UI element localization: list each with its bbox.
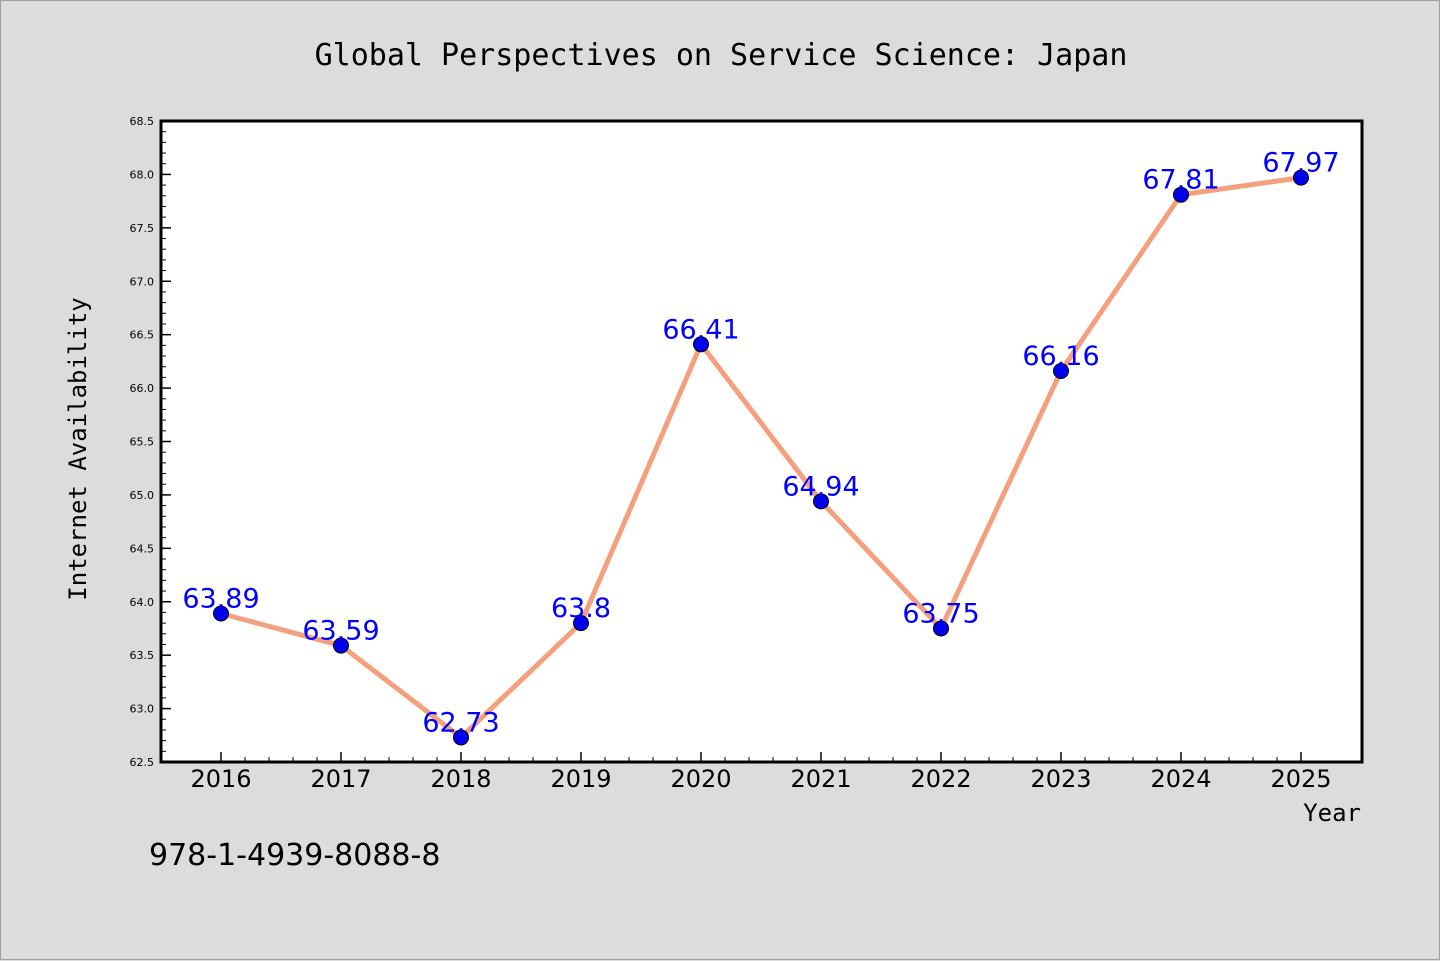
data-point-marker [573, 615, 589, 632]
x-tick-label: 2019 [550, 765, 611, 793]
chart-title: Global Perspectives on Service Science: … [315, 38, 1128, 73]
series-line [218, 175, 1304, 740]
y-axis-title: Internet Availability [64, 297, 92, 600]
x-tick-label: 2020 [670, 765, 731, 793]
data-label: 63.75 [902, 598, 979, 629]
y-tick-label: 65.5 [130, 436, 155, 449]
y-tick-label: 66.5 [130, 329, 155, 342]
y-tick-label: 63.5 [130, 649, 155, 662]
x-tick-label: 2024 [1150, 765, 1211, 793]
data-point-marker [1053, 362, 1069, 379]
data-label: 63.59 [302, 616, 379, 647]
series-line-layer [218, 175, 1304, 740]
data-label: 67.81 [1142, 165, 1219, 196]
data-label-layer: 63.89 63.59 62.73 63.8 66.41 64.94 63.75 66.16 6… [182, 148, 1339, 739]
data-point-marker [213, 605, 229, 622]
x-axis-title: Year [1303, 799, 1361, 827]
x-tick-label: 2017 [310, 765, 371, 793]
plot-frame [159, 119, 1364, 764]
y-tick-label: 67.5 [130, 222, 155, 235]
y-tick-label: 64.5 [130, 542, 155, 555]
data-point-marker [693, 336, 709, 353]
data-point-marker [813, 493, 829, 510]
data-label: 62.73 [422, 707, 499, 738]
data-point-marker [333, 637, 349, 654]
x-tick-label: 2021 [790, 765, 851, 793]
data-label: 63.8 [551, 593, 611, 624]
y-tick-label: 63.0 [130, 703, 155, 716]
data-label: 63.89 [182, 584, 259, 615]
data-point-marker [1293, 169, 1309, 186]
marker-layer [213, 169, 1309, 746]
y-tick-label: 64.0 [130, 596, 155, 609]
data-point-marker [1173, 186, 1189, 203]
data-point-marker [933, 620, 949, 637]
x-tick-label: 2023 [1030, 765, 1091, 793]
data-label: 64.94 [782, 471, 859, 502]
y-tick-label: 65.0 [130, 489, 155, 502]
x-tick-label: 2022 [910, 765, 971, 793]
y-tick-label: 68.5 [130, 115, 155, 128]
y-tick-label: 67.0 [130, 275, 155, 288]
x-tick-label: 2016 [190, 765, 251, 793]
x-axis: 2016 2017 2018 2019 2020 2021 2022 2023 2024 2025 [190, 752, 1332, 793]
y-tick-label: 68.0 [130, 168, 155, 181]
x-tick-label: 2025 [1270, 765, 1331, 793]
data-label: 67.97 [1262, 148, 1339, 179]
data-label: 66.41 [662, 314, 739, 345]
plot-area [161, 121, 1362, 762]
y-tick-label: 62.5 [130, 756, 155, 769]
y-tick-label: 66.0 [130, 382, 155, 395]
data-point-marker [453, 729, 469, 746]
isbn-text: 978-1-4939-8088-8 [149, 838, 440, 873]
x-tick-label: 2018 [430, 765, 491, 793]
data-label: 66.16 [1022, 341, 1099, 372]
